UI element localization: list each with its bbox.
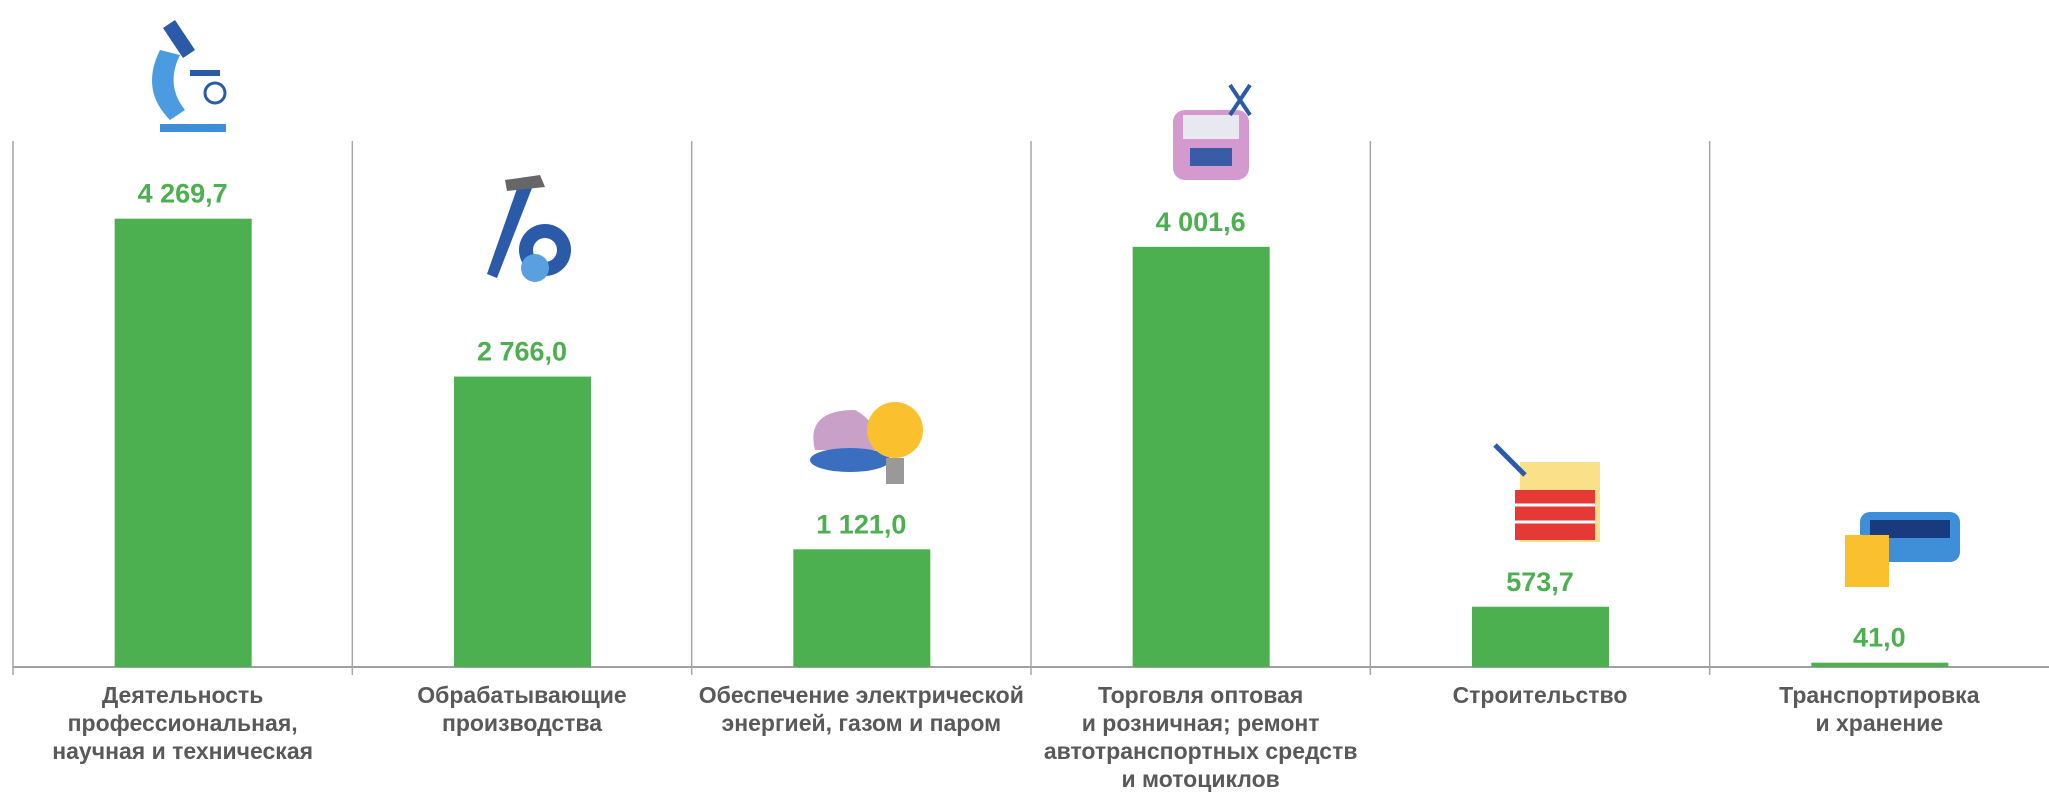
- value-label: 1 121,0: [816, 509, 906, 539]
- category-label: Обеспечение электрической энергией, газо…: [698, 682, 1024, 736]
- icon-bus: [1845, 512, 1960, 587]
- icon-car: [1173, 83, 1252, 180]
- icon-bricks: [1493, 443, 1600, 542]
- category-label: Обрабатывающие производства: [417, 682, 627, 736]
- category-label: Торговля оптовая и розничная; ремонт авт…: [1043, 682, 1358, 792]
- bar: [114, 218, 252, 667]
- value-label: 4 001,6: [1156, 207, 1246, 237]
- bar: [1472, 606, 1609, 667]
- icon-microscope: [152, 20, 227, 132]
- icon-energy: [810, 402, 923, 484]
- category-label: Деятельность профессиональная, научная и…: [52, 682, 314, 764]
- value-label: 2 766,0: [477, 337, 567, 367]
- bar: [793, 549, 931, 667]
- bar: [1132, 246, 1270, 667]
- category-label: Транспортировка и хранение: [1779, 682, 1980, 736]
- bar: [1811, 662, 1949, 667]
- bar: [454, 376, 591, 667]
- category-label: Строительство: [1452, 682, 1628, 708]
- value-label: 41,0: [1853, 623, 1906, 653]
- value-label: 4 269,7: [138, 179, 228, 209]
- value-label: 573,7: [1506, 567, 1574, 597]
- icon-tools: [487, 175, 571, 282]
